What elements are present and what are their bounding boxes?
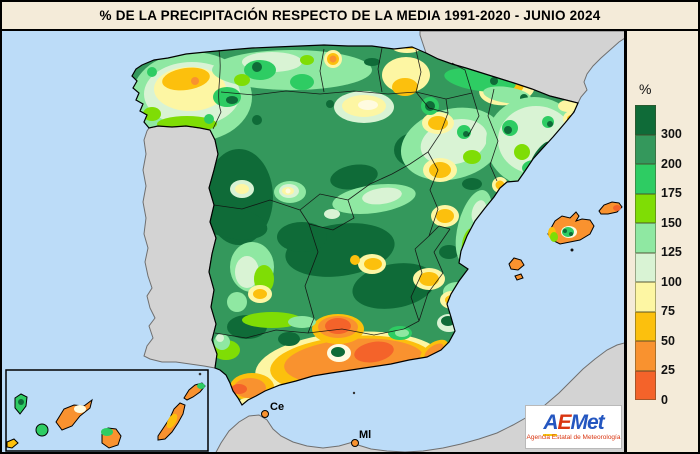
legend-label-75: 75 <box>661 304 675 318</box>
map-title: % DE LA PRECIPITACIÓN RESPECTO DE LA MED… <box>2 2 698 31</box>
legend-swatch-300 <box>635 105 656 135</box>
legend-label-25: 25 <box>661 363 675 377</box>
legend-label-125: 125 <box>661 245 682 259</box>
legend-label-150: 150 <box>661 215 682 230</box>
aemet-logo-subtitle: Agencia Estatal de Meteorología <box>526 434 621 441</box>
canary-inset <box>5 369 209 452</box>
melilla-dot <box>351 439 359 447</box>
legend-swatch-150 <box>635 193 656 223</box>
legend-swatch-175 <box>635 164 656 194</box>
legend-swatch-0 <box>635 370 656 400</box>
legend-label-100: 100 <box>661 274 682 289</box>
balearic-islands <box>508 201 623 281</box>
legend-label-200: 200 <box>661 156 682 171</box>
legend-label-0: 0 <box>661 392 668 407</box>
legend-label-175: 175 <box>661 186 682 200</box>
legend-swatch-50 <box>635 311 656 341</box>
legend-swatch-25 <box>635 341 656 371</box>
ceuta-dot <box>261 410 269 418</box>
portugal-landmass <box>142 125 219 369</box>
aemet-logo-text: AEMet <box>543 411 605 436</box>
region-borders <box>212 47 499 339</box>
ceuta-label: Ce <box>270 401 285 413</box>
legend-label-50: 50 <box>661 333 675 348</box>
melilla-label: Ml <box>359 429 372 441</box>
legend-swatch-125 <box>635 223 656 253</box>
legend-label-300: 300 <box>661 127 682 141</box>
aemet-logo: AEMet Agencia Estatal de Meteorología <box>525 405 622 449</box>
legend-panel: % 300 200 175 150 125 100 75 50 25 0 <box>624 31 698 452</box>
legend-swatch-75 <box>635 282 656 312</box>
legend-unit-label: % <box>639 81 652 97</box>
precipitation-map <box>2 31 628 452</box>
legend-swatch-200 <box>635 134 656 164</box>
alboran-islet <box>352 391 356 395</box>
spain-coastline <box>131 44 579 406</box>
legend-swatch-100 <box>635 252 656 282</box>
